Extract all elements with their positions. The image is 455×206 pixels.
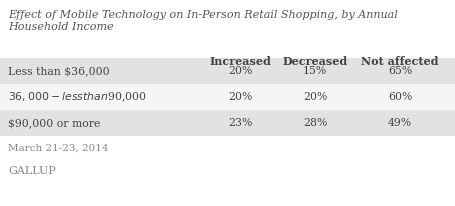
- Text: $36,000-less than $90,000: $36,000-less than $90,000: [8, 90, 147, 104]
- Text: 23%: 23%: [228, 118, 252, 128]
- Text: 65%: 65%: [387, 66, 411, 76]
- Text: Decreased: Decreased: [282, 56, 347, 67]
- Bar: [0, 58, 455, 84]
- Text: Household Income: Household Income: [8, 22, 113, 32]
- Text: 20%: 20%: [228, 66, 252, 76]
- Bar: [0, 110, 455, 136]
- Text: Less than $36,000: Less than $36,000: [8, 66, 109, 76]
- Text: 20%: 20%: [228, 92, 252, 102]
- Text: $90,000 or more: $90,000 or more: [8, 118, 100, 128]
- Text: 20%: 20%: [302, 92, 327, 102]
- Text: Not affected: Not affected: [360, 56, 438, 67]
- Text: March 21-23, 2014: March 21-23, 2014: [8, 144, 108, 153]
- Text: 28%: 28%: [302, 118, 327, 128]
- Text: 60%: 60%: [387, 92, 411, 102]
- Text: 49%: 49%: [387, 118, 411, 128]
- Text: Effect of Mobile Technology on In-Person Retail Shopping, by Annual: Effect of Mobile Technology on In-Person…: [8, 10, 397, 20]
- Text: GALLUP: GALLUP: [8, 166, 56, 176]
- Text: 15%: 15%: [302, 66, 326, 76]
- Bar: [0, 84, 455, 110]
- Text: Increased: Increased: [208, 56, 270, 67]
